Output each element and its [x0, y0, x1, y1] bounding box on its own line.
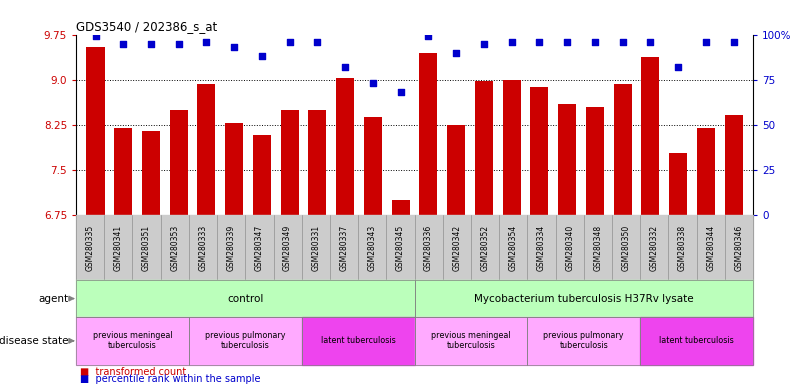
Text: GSM280332: GSM280332 — [650, 225, 658, 271]
Bar — [420, 53, 437, 215]
Point — [89, 33, 102, 40]
Bar — [502, 80, 521, 215]
Text: GSM280343: GSM280343 — [368, 225, 376, 271]
Point — [671, 64, 684, 70]
Text: GSM280348: GSM280348 — [594, 225, 602, 271]
Point — [284, 39, 296, 45]
Bar — [170, 110, 187, 215]
Bar — [280, 110, 299, 215]
Point — [311, 39, 324, 45]
Point — [256, 53, 268, 59]
Point — [644, 39, 657, 45]
Bar — [669, 153, 687, 215]
Text: GSM280334: GSM280334 — [537, 225, 546, 271]
Text: GSM280336: GSM280336 — [424, 225, 433, 271]
Point — [505, 39, 518, 45]
Bar — [308, 110, 327, 215]
Text: ■  percentile rank within the sample: ■ percentile rank within the sample — [80, 374, 260, 384]
Bar — [336, 78, 354, 215]
Text: GSM280342: GSM280342 — [453, 225, 461, 271]
Text: GSM280337: GSM280337 — [340, 225, 348, 271]
Point — [172, 41, 185, 47]
Bar — [642, 57, 659, 215]
Point — [145, 41, 158, 47]
Point — [394, 89, 407, 95]
Text: GSM280350: GSM280350 — [622, 225, 630, 271]
Bar — [614, 84, 631, 215]
Point — [616, 39, 629, 45]
Text: ■  transformed count: ■ transformed count — [80, 367, 187, 377]
Bar — [87, 46, 104, 215]
Text: latent tuberculosis: latent tuberculosis — [320, 336, 396, 345]
Bar — [530, 87, 549, 215]
Text: GSM280354: GSM280354 — [509, 225, 517, 271]
Point — [533, 39, 545, 45]
Bar — [586, 107, 604, 215]
Text: GDS3540 / 202386_s_at: GDS3540 / 202386_s_at — [76, 20, 217, 33]
Text: GSM280333: GSM280333 — [199, 225, 207, 271]
Point — [367, 80, 380, 86]
Text: GSM280338: GSM280338 — [678, 225, 687, 271]
Point — [699, 39, 712, 45]
Point — [227, 44, 240, 50]
Point — [477, 41, 490, 47]
Point — [339, 64, 352, 70]
Text: GSM280347: GSM280347 — [255, 225, 264, 271]
Text: disease state: disease state — [0, 336, 68, 346]
Bar — [225, 123, 244, 215]
Bar — [447, 125, 465, 215]
Bar — [142, 131, 160, 215]
Text: agent: agent — [38, 293, 68, 304]
Text: GSM280353: GSM280353 — [171, 225, 179, 271]
Bar — [364, 117, 382, 215]
Text: previous pulmonary
tuberculosis: previous pulmonary tuberculosis — [544, 331, 624, 351]
Text: GSM280339: GSM280339 — [227, 225, 235, 271]
Point — [589, 39, 602, 45]
Point — [200, 39, 213, 45]
Text: previous meningeal
tuberculosis: previous meningeal tuberculosis — [93, 331, 172, 351]
Bar — [253, 135, 271, 215]
Point — [449, 50, 462, 56]
Bar — [115, 128, 132, 215]
Bar — [198, 84, 215, 215]
Text: GSM280335: GSM280335 — [86, 225, 95, 271]
Point — [561, 39, 574, 45]
Text: Mycobacterium tuberculosis H37Rv lysate: Mycobacterium tuberculosis H37Rv lysate — [474, 293, 694, 304]
Bar — [697, 128, 714, 215]
Text: GSM280345: GSM280345 — [396, 225, 405, 271]
Text: GSM280351: GSM280351 — [142, 225, 151, 271]
Text: control: control — [227, 293, 264, 304]
Point — [422, 33, 435, 40]
Text: GSM280352: GSM280352 — [481, 225, 489, 271]
Point — [727, 39, 740, 45]
Text: latent tuberculosis: latent tuberculosis — [659, 336, 734, 345]
Text: GSM280349: GSM280349 — [283, 225, 292, 271]
Point — [117, 41, 130, 47]
Text: previous meningeal
tuberculosis: previous meningeal tuberculosis — [431, 331, 511, 351]
Bar — [475, 81, 493, 215]
Text: GSM280331: GSM280331 — [312, 225, 320, 271]
Text: GSM280344: GSM280344 — [706, 225, 715, 271]
Text: GSM280341: GSM280341 — [114, 225, 123, 271]
Text: previous pulmonary
tuberculosis: previous pulmonary tuberculosis — [205, 331, 285, 351]
Text: GSM280340: GSM280340 — [566, 225, 574, 271]
Bar — [558, 104, 576, 215]
Text: GSM280346: GSM280346 — [735, 225, 743, 271]
Bar — [725, 114, 743, 215]
Bar — [392, 200, 409, 215]
